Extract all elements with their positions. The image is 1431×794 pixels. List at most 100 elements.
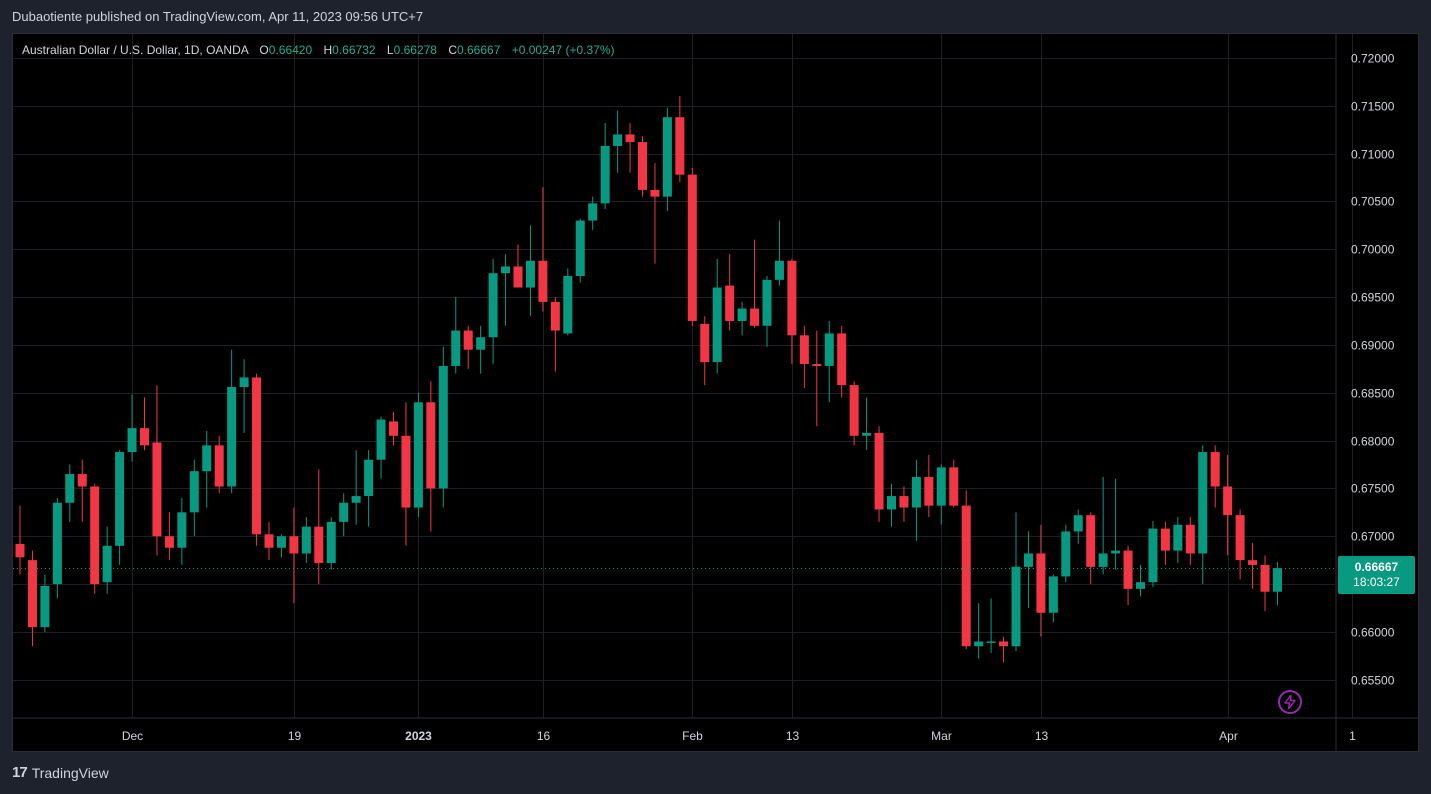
candle-body (264, 534, 274, 548)
candlestick-chart[interactable]: 0.72000 0.71500 0.71000 0.70500 0.70000 0.695… (13, 34, 1418, 751)
candle (1260, 555, 1270, 611)
candle (463, 325, 473, 369)
candle (264, 521, 274, 561)
price-tick-label: 0.71500 (1351, 100, 1395, 114)
candle (1086, 512, 1096, 585)
candle (824, 320, 834, 403)
candle-body (289, 536, 299, 554)
time-tick-label: Apr (1219, 729, 1238, 743)
candle-body (314, 526, 324, 564)
close-value: 0.66667 (457, 43, 501, 57)
time-tick-label: 16 (537, 729, 551, 743)
candle-body (525, 260, 535, 288)
high-label: H (323, 43, 333, 57)
candle-body (115, 452, 125, 546)
candle-body (1173, 524, 1183, 551)
candle (127, 394, 137, 462)
candle (513, 244, 523, 288)
symbol-legend: Australian Dollar / U.S. Dollar, 1D, OAN… (22, 43, 614, 57)
lightning-bolt-button[interactable] (1278, 690, 1302, 714)
candle-body (824, 333, 834, 366)
candle (1185, 517, 1195, 565)
candle (737, 301, 747, 336)
candles (15, 96, 1282, 663)
time-tick-label: 2023 (405, 729, 432, 743)
open-value: 0.66420 (268, 43, 313, 57)
candle-body (364, 459, 374, 497)
candle (911, 459, 921, 542)
candle (638, 136, 647, 197)
candle-body (650, 189, 660, 197)
candle-body (401, 435, 411, 508)
candle-body (1011, 566, 1021, 647)
candle (1098, 476, 1108, 575)
candle (140, 397, 149, 451)
candle-body (575, 220, 585, 277)
candle (501, 254, 511, 326)
candle (488, 258, 498, 365)
candle-body (339, 502, 349, 522)
candle (1136, 564, 1145, 597)
price-tick-label: 0.71000 (1351, 148, 1395, 162)
candle-body (750, 308, 760, 326)
candle (1011, 512, 1021, 652)
tradingview-logo[interactable]: 17 TradingView (12, 764, 109, 781)
candle (364, 450, 374, 527)
candle (725, 254, 735, 331)
candle (1123, 545, 1133, 606)
candle (1111, 478, 1121, 570)
candle (550, 297, 560, 372)
candle-body (936, 467, 946, 506)
chart-pane[interactable]: 0.72000 0.71500 0.71000 0.70500 0.70000 0.695… (12, 33, 1419, 752)
candle-body (488, 273, 498, 338)
candle-body (202, 445, 212, 472)
candle (1272, 561, 1282, 606)
candle (476, 325, 486, 374)
candle-body (1260, 564, 1270, 592)
candle-body (463, 330, 473, 350)
candle-body (1248, 560, 1258, 565)
candle (712, 258, 722, 374)
candle-body (1111, 550, 1121, 554)
candle (949, 459, 959, 508)
candle-body (1210, 452, 1220, 487)
last-price-tag: 0.66667 18:03:27 (1338, 556, 1415, 594)
candle-body (326, 521, 336, 564)
candle (687, 167, 697, 326)
candle (102, 526, 112, 594)
candle-body (762, 279, 772, 326)
candle-body (600, 145, 610, 204)
candle-body (662, 117, 672, 197)
candle-body (227, 387, 237, 487)
candle-body (27, 560, 37, 628)
candle (202, 431, 212, 508)
symbol-title: Australian Dollar / U.S. Dollar, 1D, OAN… (22, 43, 249, 57)
candle-body (712, 287, 722, 363)
candle-body (700, 323, 710, 363)
candle (862, 397, 872, 451)
candle-body (1123, 550, 1133, 589)
candle-body (849, 385, 859, 436)
candle (662, 107, 672, 211)
candle-body (376, 419, 386, 460)
candle (1073, 509, 1083, 544)
candle (189, 459, 199, 537)
candle-body (862, 432, 872, 436)
change-value: +0.00247 (+0.37%) (511, 43, 615, 57)
candle (65, 464, 75, 522)
candle-body (1223, 486, 1233, 516)
candle (426, 381, 436, 532)
candle (924, 454, 934, 518)
low-label: L (386, 43, 394, 57)
candle-body (563, 276, 573, 334)
candle-body (625, 134, 635, 143)
price-tick-label: 0.70000 (1351, 243, 1395, 257)
candle-body (1073, 515, 1083, 532)
candle-body (1272, 568, 1282, 592)
candle-body (1098, 553, 1108, 567)
price-tick-label: 0.67000 (1351, 530, 1395, 544)
candle-body (1023, 553, 1033, 567)
candle (787, 258, 797, 365)
candle-body (189, 471, 199, 513)
candle (289, 507, 299, 604)
